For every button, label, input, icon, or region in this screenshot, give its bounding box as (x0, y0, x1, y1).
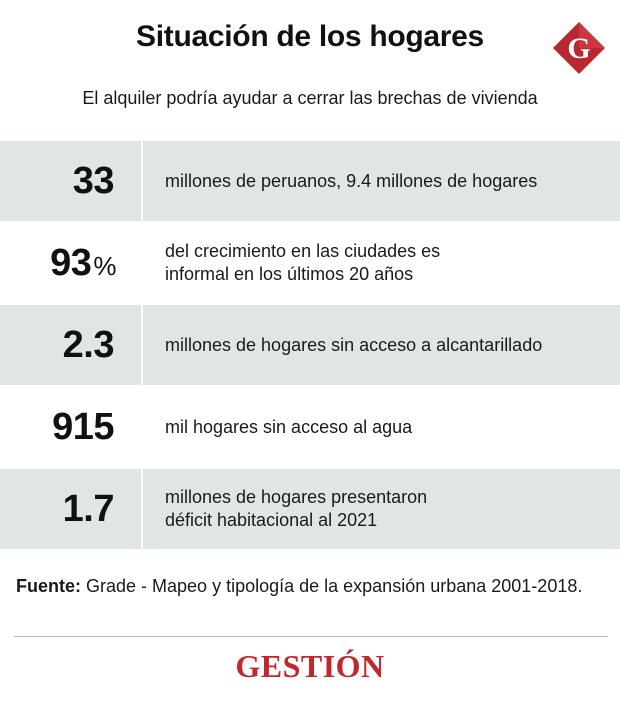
page-subtitle: El alquiler podría ayudar a cerrar las b… (82, 88, 538, 108)
stat-description: millones de peruanos, 9.4 millones de ho… (165, 170, 538, 191)
page-title: Situación de los hogares (136, 20, 484, 53)
stat-description: millones de hogares sin acceso a alcanta… (165, 334, 543, 355)
stat-value: 915 (52, 405, 114, 448)
row-divider (141, 141, 143, 221)
row-divider (141, 387, 143, 467)
logo-letter: G (567, 32, 590, 65)
stat-row: 1.7 millones de hogares presentaron défi… (0, 469, 620, 549)
source-text: Grade - Mapeo y tipología de la expansió… (81, 576, 583, 596)
stat-row: 2.3 millones de hogares sin acceso a alc… (0, 305, 620, 385)
stat-row: 33 millones de peruanos, 9.4 millones de… (0, 141, 620, 221)
row-divider (141, 469, 143, 549)
stat-value: 93% (50, 241, 116, 284)
source-note: Fuente: Grade - Mapeo y tipología de la … (16, 573, 606, 599)
row-divider (141, 223, 143, 303)
stat-row: 915 mil hogares sin acceso al agua (0, 387, 620, 467)
stat-row: 93% del crecimiento en las ciudades es i… (0, 223, 620, 303)
stat-value: 1.7 (62, 487, 115, 530)
stat-description: del crecimiento en las ciudades es infor… (165, 241, 441, 284)
stats-table: 33 millones de peruanos, 9.4 millones de… (0, 141, 620, 549)
stat-value: 33 (72, 159, 115, 202)
stat-value: 2.3 (62, 323, 115, 366)
gestion-g-logo-icon: G (553, 22, 605, 74)
stat-description: millones de hogares presentaron déficit … (165, 487, 428, 530)
source-label: Fuente: (16, 576, 81, 596)
gestion-brand-logo: GESTIÓN (235, 648, 385, 684)
row-divider (141, 305, 143, 385)
footer-divider (14, 636, 608, 637)
stat-description: mil hogares sin acceso al agua (165, 416, 413, 437)
